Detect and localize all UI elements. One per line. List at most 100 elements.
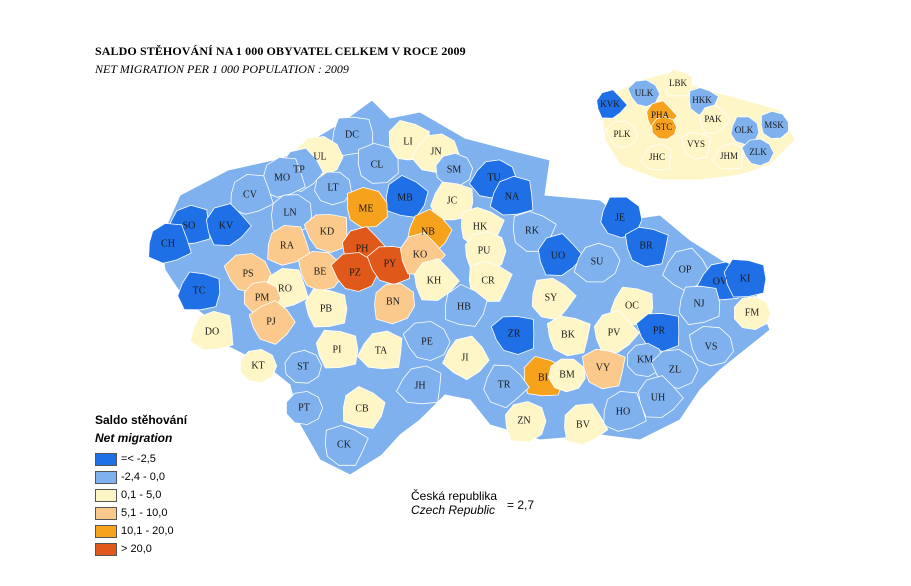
district-label-ul: UL	[313, 151, 326, 162]
legend-label: -2,4 - 0,0	[121, 471, 166, 483]
district-label-sy: SY	[545, 292, 558, 303]
district-label-nb: NB	[421, 226, 435, 237]
district-area-pb	[304, 288, 348, 328]
district-label-ji: JI	[461, 352, 468, 363]
district-area-uo	[537, 233, 584, 276]
district-label-bn: BN	[386, 296, 400, 307]
region-label-vys: VYS	[687, 139, 705, 149]
legend-title-english: Net migration	[95, 431, 173, 445]
district-area-sy	[531, 277, 577, 321]
district-area-jh	[396, 365, 442, 405]
district-area-st	[284, 349, 323, 384]
district-label-fm: FM	[745, 307, 760, 318]
district-label-kt: KT	[251, 360, 264, 371]
district-label-pr: PR	[653, 325, 666, 336]
district-label-ki: KI	[740, 273, 751, 284]
region-label-kvk: KVK	[600, 99, 620, 109]
district-area-lt	[314, 171, 352, 206]
district-label-bk: BK	[561, 329, 576, 340]
district-label-ck: CK	[337, 439, 352, 450]
district-label-tr: TR	[498, 379, 511, 390]
district-label-hk: HK	[473, 221, 488, 232]
district-label-uo: UO	[551, 250, 565, 261]
region-label-ulk: ULK	[635, 88, 654, 98]
map-title-czech: SALDO STĚHOVÁNÍ NA 1 000 OBYVATEL CELKEM…	[95, 44, 466, 58]
district-label-tu: TU	[487, 172, 501, 183]
legend-swatch	[95, 506, 117, 520]
district-label-pv: PV	[608, 327, 622, 338]
legend-swatch	[95, 470, 117, 484]
district-label-tp: TP	[293, 164, 305, 175]
district-label-be: BE	[314, 266, 327, 277]
district-area-pe	[402, 321, 451, 361]
district-label-ta: TA	[375, 345, 388, 356]
district-label-pe: PE	[421, 336, 433, 347]
district-area-bk	[546, 315, 591, 357]
district-label-st: ST	[297, 361, 309, 372]
district-label-pt: PT	[298, 402, 310, 413]
district-area-pi	[315, 329, 359, 369]
district-area-do	[189, 310, 234, 351]
district-area-me	[346, 186, 388, 228]
district-label-ps: PS	[242, 268, 253, 279]
country-name-english: Czech Republic	[411, 503, 496, 517]
district-label-pi: PI	[333, 344, 342, 355]
district-area-uh	[637, 375, 684, 418]
legend-item: 0,1 - 5,0	[95, 487, 187, 503]
district-area-dc	[331, 116, 374, 157]
region-area-olk	[730, 116, 760, 145]
district-label-ho: HO	[616, 406, 630, 417]
district-area-op	[662, 247, 710, 293]
district-area-ji	[442, 335, 490, 381]
legend-swatch	[95, 452, 117, 466]
district-label-ph: PH	[356, 243, 369, 254]
district-area-je	[600, 196, 643, 239]
region-label-pak: PAK	[704, 114, 722, 124]
district-area-tc	[177, 271, 221, 311]
district-label-je: JE	[615, 212, 625, 223]
district-area-tr	[483, 364, 530, 409]
district-label-so: SO	[183, 220, 196, 231]
district-label-cv: CV	[243, 189, 258, 200]
district-label-zl: ZL	[669, 364, 681, 375]
district-label-py: PY	[384, 258, 397, 269]
district-label-cb: CB	[355, 403, 369, 414]
district-area-pv	[593, 310, 640, 353]
legend-label: 10,1 - 20,0	[121, 525, 174, 537]
legend-label: =< -2,5	[121, 453, 156, 465]
region-area-vys	[681, 131, 712, 160]
legend-label: > 20,0	[121, 543, 152, 555]
district-area-pt	[286, 390, 324, 426]
district-label-kv: KV	[219, 220, 234, 231]
region-label-lbk: LBK	[669, 78, 688, 88]
region-label-pha: PHA	[651, 110, 670, 120]
district-area-ck	[324, 424, 369, 466]
district-label-su: SU	[591, 256, 605, 267]
district-label-km: KM	[637, 354, 653, 365]
district-label-hb: HB	[457, 301, 471, 312]
district-area-zn	[504, 401, 547, 443]
region-area-msk	[760, 110, 789, 139]
district-area-cb	[342, 385, 386, 429]
legend-item: > 20,0	[95, 541, 187, 557]
district-area-cl	[357, 142, 399, 184]
district-label-na: NA	[505, 191, 520, 202]
district-label-ro: RO	[278, 283, 292, 294]
region-area-plk	[605, 120, 639, 149]
region-label-zlk: ZLK	[749, 147, 767, 157]
district-area-su	[573, 242, 621, 283]
district-area-be	[297, 250, 344, 292]
legend: Saldo stěhování Net migration =< -2,5 -2,…	[95, 413, 187, 557]
district-label-jh: JH	[414, 380, 425, 391]
legend-label: 0,1 - 5,0	[121, 489, 162, 501]
district-label-zn: ZN	[517, 415, 530, 426]
district-label-ra: RA	[280, 240, 295, 251]
district-label-rk: RK	[525, 225, 540, 236]
region-area-zlk	[741, 138, 775, 167]
district-area-jc	[430, 181, 474, 221]
legend-item: -2,4 - 0,0	[95, 469, 187, 485]
district-label-op: OP	[679, 264, 692, 275]
legend-swatch	[95, 542, 117, 556]
legend-label: 5,1 - 10,0	[121, 507, 168, 519]
district-label-jc: JC	[447, 195, 458, 206]
